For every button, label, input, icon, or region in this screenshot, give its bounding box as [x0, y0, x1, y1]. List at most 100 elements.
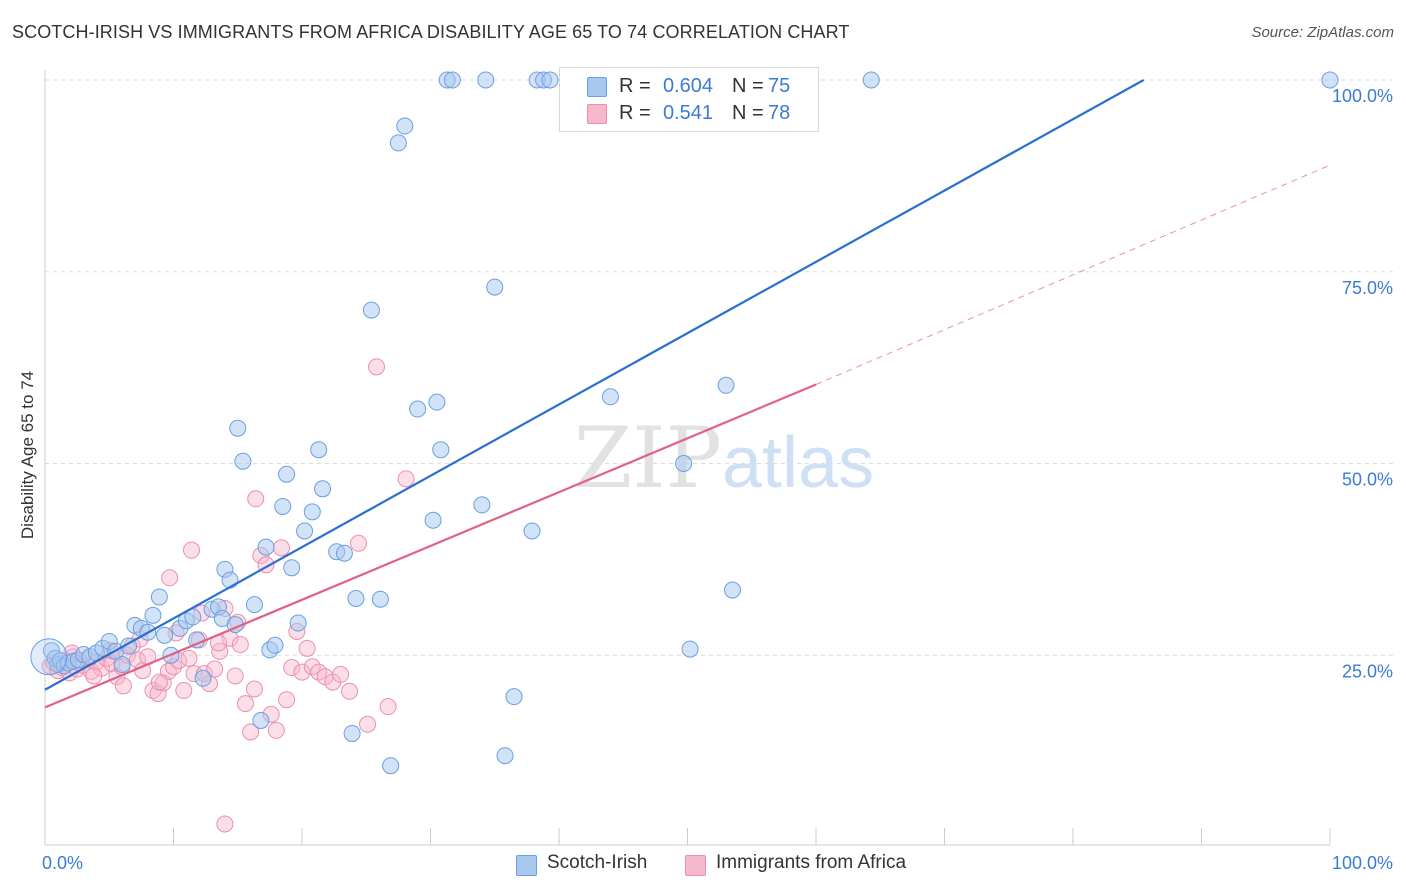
scotch-irish-point	[443, 71, 461, 89]
immigrants-from-africa-point	[272, 539, 290, 557]
immigrants-from-africa-point	[231, 636, 249, 654]
scotch-irish-point	[409, 400, 427, 418]
scotch-irish-point	[432, 441, 450, 459]
r-label: R =	[619, 75, 651, 97]
immigrants-from-africa-point	[341, 682, 359, 700]
y-tick-label: 50.0%	[1342, 470, 1393, 490]
immigrants-from-africa-point	[283, 659, 301, 677]
scotch-irish-swatch	[587, 77, 607, 97]
immigrants-from-africa-point	[161, 569, 179, 587]
scotch-irish-point	[382, 757, 400, 775]
scotch-irish-point	[283, 559, 301, 577]
r-label: R =	[619, 102, 651, 124]
scotch-irish-point	[257, 538, 275, 556]
n-label: N =	[732, 102, 764, 124]
immigrants-from-africa-point	[245, 680, 263, 698]
series-legend: Scotch-Irish Immigrants from Africa	[0, 852, 1406, 878]
scotch-irish-point	[362, 301, 380, 319]
scotch-irish-point	[496, 747, 514, 765]
scotch-irish-point	[505, 688, 523, 706]
immigrants-from-africa-point	[379, 698, 397, 716]
scotch-irish-point	[252, 711, 270, 729]
scotch-irish-point	[343, 724, 361, 742]
scotch-irish-point	[389, 134, 407, 152]
immigrants-from-africa-point	[359, 715, 377, 733]
scotch-irish-point	[477, 71, 495, 89]
tick-labels: 25.0% 50.0% 75.0% 100.0% 0.0% 100.0%	[42, 86, 1393, 873]
stats-legend: R = 0.604 N = 75 R = 0.541 N = 78	[559, 67, 819, 132]
stats-row-scotch-irish: R = 0.604 N = 75	[560, 73, 818, 101]
immigrants-from-africa-point	[278, 691, 296, 709]
scotch-irish-point	[1321, 71, 1339, 89]
immigrants-from-africa-point	[211, 642, 229, 660]
immigrants-from-africa-swatch	[587, 104, 607, 124]
y-tick-label: 25.0%	[1342, 661, 1393, 681]
legend-item-immigrants-from-africa: Immigrants from Africa	[716, 852, 907, 873]
scotch-irish-point	[424, 511, 442, 529]
scotch-irish-point	[278, 465, 296, 483]
immigrants-from-africa-point	[180, 649, 198, 667]
x-tick-label: 0.0%	[42, 853, 83, 873]
scotch-irish-point	[296, 522, 314, 540]
scotch-irish-point-cluster	[30, 638, 68, 676]
scotch-irish-point	[473, 496, 491, 514]
immigrants-from-africa-point	[226, 667, 244, 685]
trend-lines	[44, 79, 1331, 709]
scotch-irish-point	[229, 419, 247, 437]
scotch-irish-point	[486, 278, 504, 296]
scotch-irish-point	[303, 503, 321, 521]
immigrants-from-africa-point	[368, 358, 386, 376]
immigrants-from-africa-point	[293, 663, 311, 681]
scotch-irish-point	[234, 452, 252, 470]
scotch-irish-point	[221, 571, 239, 589]
scotch-irish-point	[717, 376, 735, 394]
immigrants-from-africa-point	[242, 723, 260, 741]
legend-item-scotch-irish: Scotch-Irish	[547, 852, 648, 873]
y-tick-label: 100.0%	[1332, 86, 1393, 106]
scotch-irish-point	[289, 614, 307, 632]
scotch-irish-point	[371, 590, 389, 608]
immigrants-from-africa-point	[175, 682, 193, 700]
immigrants-from-africa-point	[298, 639, 316, 657]
watermark-zip: ZIP	[574, 409, 722, 507]
scotch-irish-point	[314, 480, 332, 498]
scotch-irish-point	[266, 636, 284, 654]
scotch-irish-point	[274, 497, 292, 515]
axes	[44, 70, 1331, 846]
stats-row-immigrants-from-africa: R = 0.541 N = 78	[560, 100, 818, 128]
scotch-irish-point	[194, 669, 212, 687]
immigrants-from-africa-trend-line	[44, 383, 817, 709]
immigrants-from-africa-point	[350, 534, 368, 552]
n-label: N =	[732, 75, 764, 97]
r-value: 0.604	[662, 75, 713, 97]
r-value: 0.541	[662, 102, 713, 124]
scotch-irish-point	[601, 388, 619, 406]
immigrants-from-africa-point	[332, 665, 350, 683]
scotch-irish-point	[156, 626, 174, 644]
scotch-irish-point	[150, 588, 168, 606]
scotch-irish-point	[675, 455, 693, 472]
scotch-irish-point	[335, 544, 353, 562]
x-tick-label: 100.0%	[1332, 853, 1393, 873]
scotch-irish-legend-swatch	[516, 855, 537, 876]
scotch-irish-point	[396, 117, 414, 135]
y-tick-label: 75.0%	[1342, 278, 1393, 298]
n-value: 78	[768, 102, 791, 124]
immigrants-from-africa-point	[267, 721, 285, 739]
grid-lines	[45, 79, 1393, 656]
scotch-irish-point	[541, 71, 559, 89]
scotch-irish-point	[428, 393, 446, 411]
source-label: Source: ZipAtlas.com	[1251, 24, 1394, 41]
immigrants-from-africa-point	[397, 470, 415, 488]
immigrants-from-africa-point	[114, 677, 132, 695]
immigrants-from-africa-point	[206, 660, 224, 678]
immigrants-from-africa-trend-extension	[815, 164, 1331, 385]
scotch-irish-trend-line	[44, 79, 1145, 691]
scotch-irish-point	[862, 71, 880, 89]
scotch-irish-point	[144, 606, 162, 624]
scotch-irish-point	[681, 640, 699, 658]
watermark-atlas: atlas	[722, 423, 874, 503]
scotch-irish-points	[30, 71, 1339, 775]
immigrants-from-africa-point	[247, 490, 265, 508]
